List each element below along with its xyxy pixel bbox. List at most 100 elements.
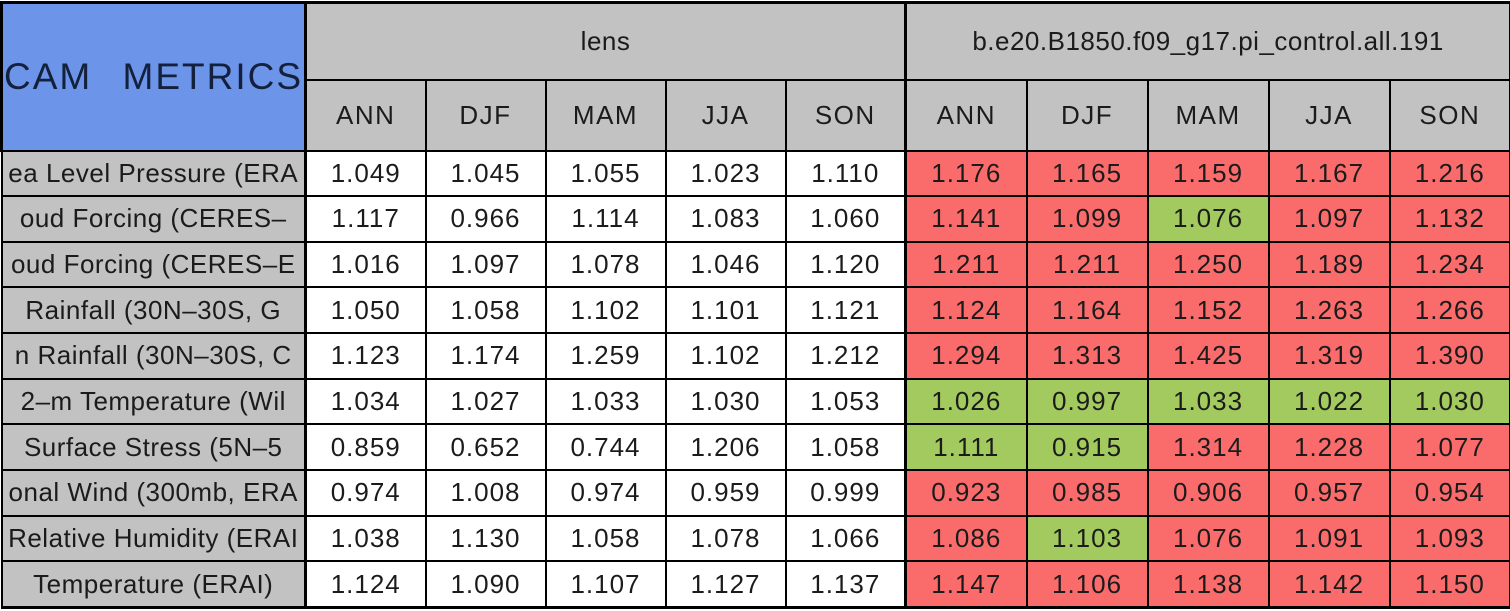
control-value-cell: 1.103 xyxy=(1025,514,1149,563)
lens-value-cell: 1.033 xyxy=(544,377,667,426)
control-value-cell: 1.132 xyxy=(1388,195,1510,243)
lens-value-cell: 1.137 xyxy=(784,560,907,609)
lens-value-cell: 1.123 xyxy=(304,332,427,380)
table-row: oud Forcing (CERES– 1.117 0.966 1.114 1.… xyxy=(0,195,1510,243)
table-row: 2–m Temperature (Wil 1.034 1.027 1.033 1… xyxy=(0,377,1510,426)
lens-value-cell: 1.066 xyxy=(784,514,907,563)
lens-value-cell: 1.034 xyxy=(304,377,427,426)
lens-value-cell: 1.053 xyxy=(784,377,907,426)
control-value-cell: 1.234 xyxy=(1388,240,1510,289)
lens-value-cell: 1.008 xyxy=(424,468,547,517)
control-value-cell: 0.915 xyxy=(1025,423,1149,471)
lens-value-cell: 1.206 xyxy=(664,423,787,471)
lens-value-cell: 1.212 xyxy=(784,332,907,380)
control-value-cell: 1.093 xyxy=(1388,514,1510,563)
lens-value-cell: 1.049 xyxy=(304,149,427,198)
lens-value-cell: 1.101 xyxy=(664,286,787,334)
control-value-cell: 1.124 xyxy=(904,286,1028,334)
row-label: onal Wind (300mb, ERA xyxy=(0,468,307,517)
lens-value-cell: 1.055 xyxy=(544,149,667,198)
control-value-cell: 0.997 xyxy=(1025,377,1149,426)
lens-value-cell: 0.744 xyxy=(544,423,667,471)
table-row: n Rainfall (30N–30S, C 1.123 1.174 1.259… xyxy=(0,332,1510,380)
lens-value-cell: 1.174 xyxy=(424,332,547,380)
lens-value-cell: 1.078 xyxy=(664,514,787,563)
control-value-cell: 1.138 xyxy=(1146,560,1270,609)
control-value-cell: 1.164 xyxy=(1025,286,1149,334)
lens-value-cell: 1.027 xyxy=(424,377,547,426)
lens-value-cell: 1.058 xyxy=(544,514,667,563)
row-label: Rainfall (30N–30S, G xyxy=(0,286,307,334)
control-value-cell: 1.314 xyxy=(1146,423,1270,471)
season-header-son: SON xyxy=(1388,78,1510,152)
lens-value-cell: 0.999 xyxy=(784,468,907,517)
control-value-cell: 1.142 xyxy=(1267,560,1391,609)
group-header-lens: lens xyxy=(303,1,907,81)
control-value-cell: 1.167 xyxy=(1267,149,1391,198)
lens-value-cell: 1.117 xyxy=(304,195,427,243)
control-value-cell: 1.425 xyxy=(1146,332,1270,380)
control-value-cell: 1.026 xyxy=(904,377,1028,426)
lens-value-cell: 1.045 xyxy=(424,149,547,198)
lens-value-cell: 1.121 xyxy=(784,286,907,334)
lens-value-cell: 0.959 xyxy=(664,468,787,517)
control-value-cell: 1.176 xyxy=(904,149,1028,198)
season-header-djf: DJF xyxy=(424,78,547,152)
row-label: n Rainfall (30N–30S, C xyxy=(0,332,307,380)
lens-value-cell: 1.060 xyxy=(784,195,907,243)
season-header-son: SON xyxy=(784,78,907,152)
control-value-cell: 1.266 xyxy=(1388,286,1510,334)
control-value-cell: 1.216 xyxy=(1388,149,1510,198)
page-title: CAM METRICS xyxy=(0,1,307,152)
control-value-cell: 0.954 xyxy=(1388,468,1510,517)
control-value-cell: 1.111 xyxy=(904,423,1028,471)
lens-value-cell: 1.097 xyxy=(424,240,547,289)
group-header-control: b.e20.B1850.f09_g17.pi_control.all.191 xyxy=(904,1,1510,81)
lens-value-cell: 1.078 xyxy=(544,240,667,289)
control-value-cell: 1.211 xyxy=(904,240,1028,289)
lens-value-cell: 1.083 xyxy=(664,195,787,243)
control-value-cell: 1.319 xyxy=(1267,332,1391,380)
control-value-cell: 1.091 xyxy=(1267,514,1391,563)
lens-value-cell: 0.859 xyxy=(304,423,427,471)
control-value-cell: 1.152 xyxy=(1146,286,1270,334)
control-value-cell: 0.985 xyxy=(1025,468,1149,517)
lens-value-cell: 1.124 xyxy=(304,560,427,609)
control-value-cell: 1.263 xyxy=(1267,286,1391,334)
row-label: ea Level Pressure (ERA xyxy=(0,149,307,198)
season-header-mam: MAM xyxy=(544,78,667,152)
control-value-cell: 1.250 xyxy=(1146,240,1270,289)
table-row: oud Forcing (CERES–E 1.016 1.097 1.078 1… xyxy=(0,240,1510,289)
season-header-ann: ANN xyxy=(904,78,1028,152)
lens-value-cell: 1.127 xyxy=(664,560,787,609)
lens-value-cell: 0.652 xyxy=(424,423,547,471)
lens-value-cell: 1.058 xyxy=(424,286,547,334)
control-value-cell: 1.211 xyxy=(1025,240,1149,289)
control-value-cell: 1.390 xyxy=(1388,332,1510,380)
control-value-cell: 1.022 xyxy=(1267,377,1391,426)
lens-value-cell: 1.259 xyxy=(544,332,667,380)
table-row: Rainfall (30N–30S, G 1.050 1.058 1.102 1… xyxy=(0,286,1510,334)
row-label: Temperature (ERAI) xyxy=(0,560,307,609)
control-value-cell: 1.189 xyxy=(1267,240,1391,289)
lens-value-cell: 1.046 xyxy=(664,240,787,289)
row-label: Relative Humidity (ERAI xyxy=(0,514,307,563)
lens-value-cell: 1.120 xyxy=(784,240,907,289)
control-value-cell: 1.076 xyxy=(1146,195,1270,243)
season-header-ann: ANN xyxy=(304,78,427,152)
control-value-cell: 1.165 xyxy=(1025,149,1149,198)
control-value-cell: 1.106 xyxy=(1025,560,1149,609)
control-value-cell: 1.076 xyxy=(1146,514,1270,563)
lens-value-cell: 1.016 xyxy=(304,240,427,289)
table-row: Surface Stress (5N–5 0.859 0.652 0.744 1… xyxy=(0,423,1510,471)
control-value-cell: 1.294 xyxy=(904,332,1028,380)
row-label: oud Forcing (CERES– xyxy=(0,195,307,243)
lens-value-cell: 1.090 xyxy=(424,560,547,609)
control-value-cell: 1.030 xyxy=(1388,377,1510,426)
row-label: oud Forcing (CERES–E xyxy=(0,240,307,289)
control-value-cell: 1.150 xyxy=(1388,560,1510,609)
lens-value-cell: 1.038 xyxy=(304,514,427,563)
control-value-cell: 1.313 xyxy=(1025,332,1149,380)
lens-value-cell: 0.974 xyxy=(304,468,427,517)
